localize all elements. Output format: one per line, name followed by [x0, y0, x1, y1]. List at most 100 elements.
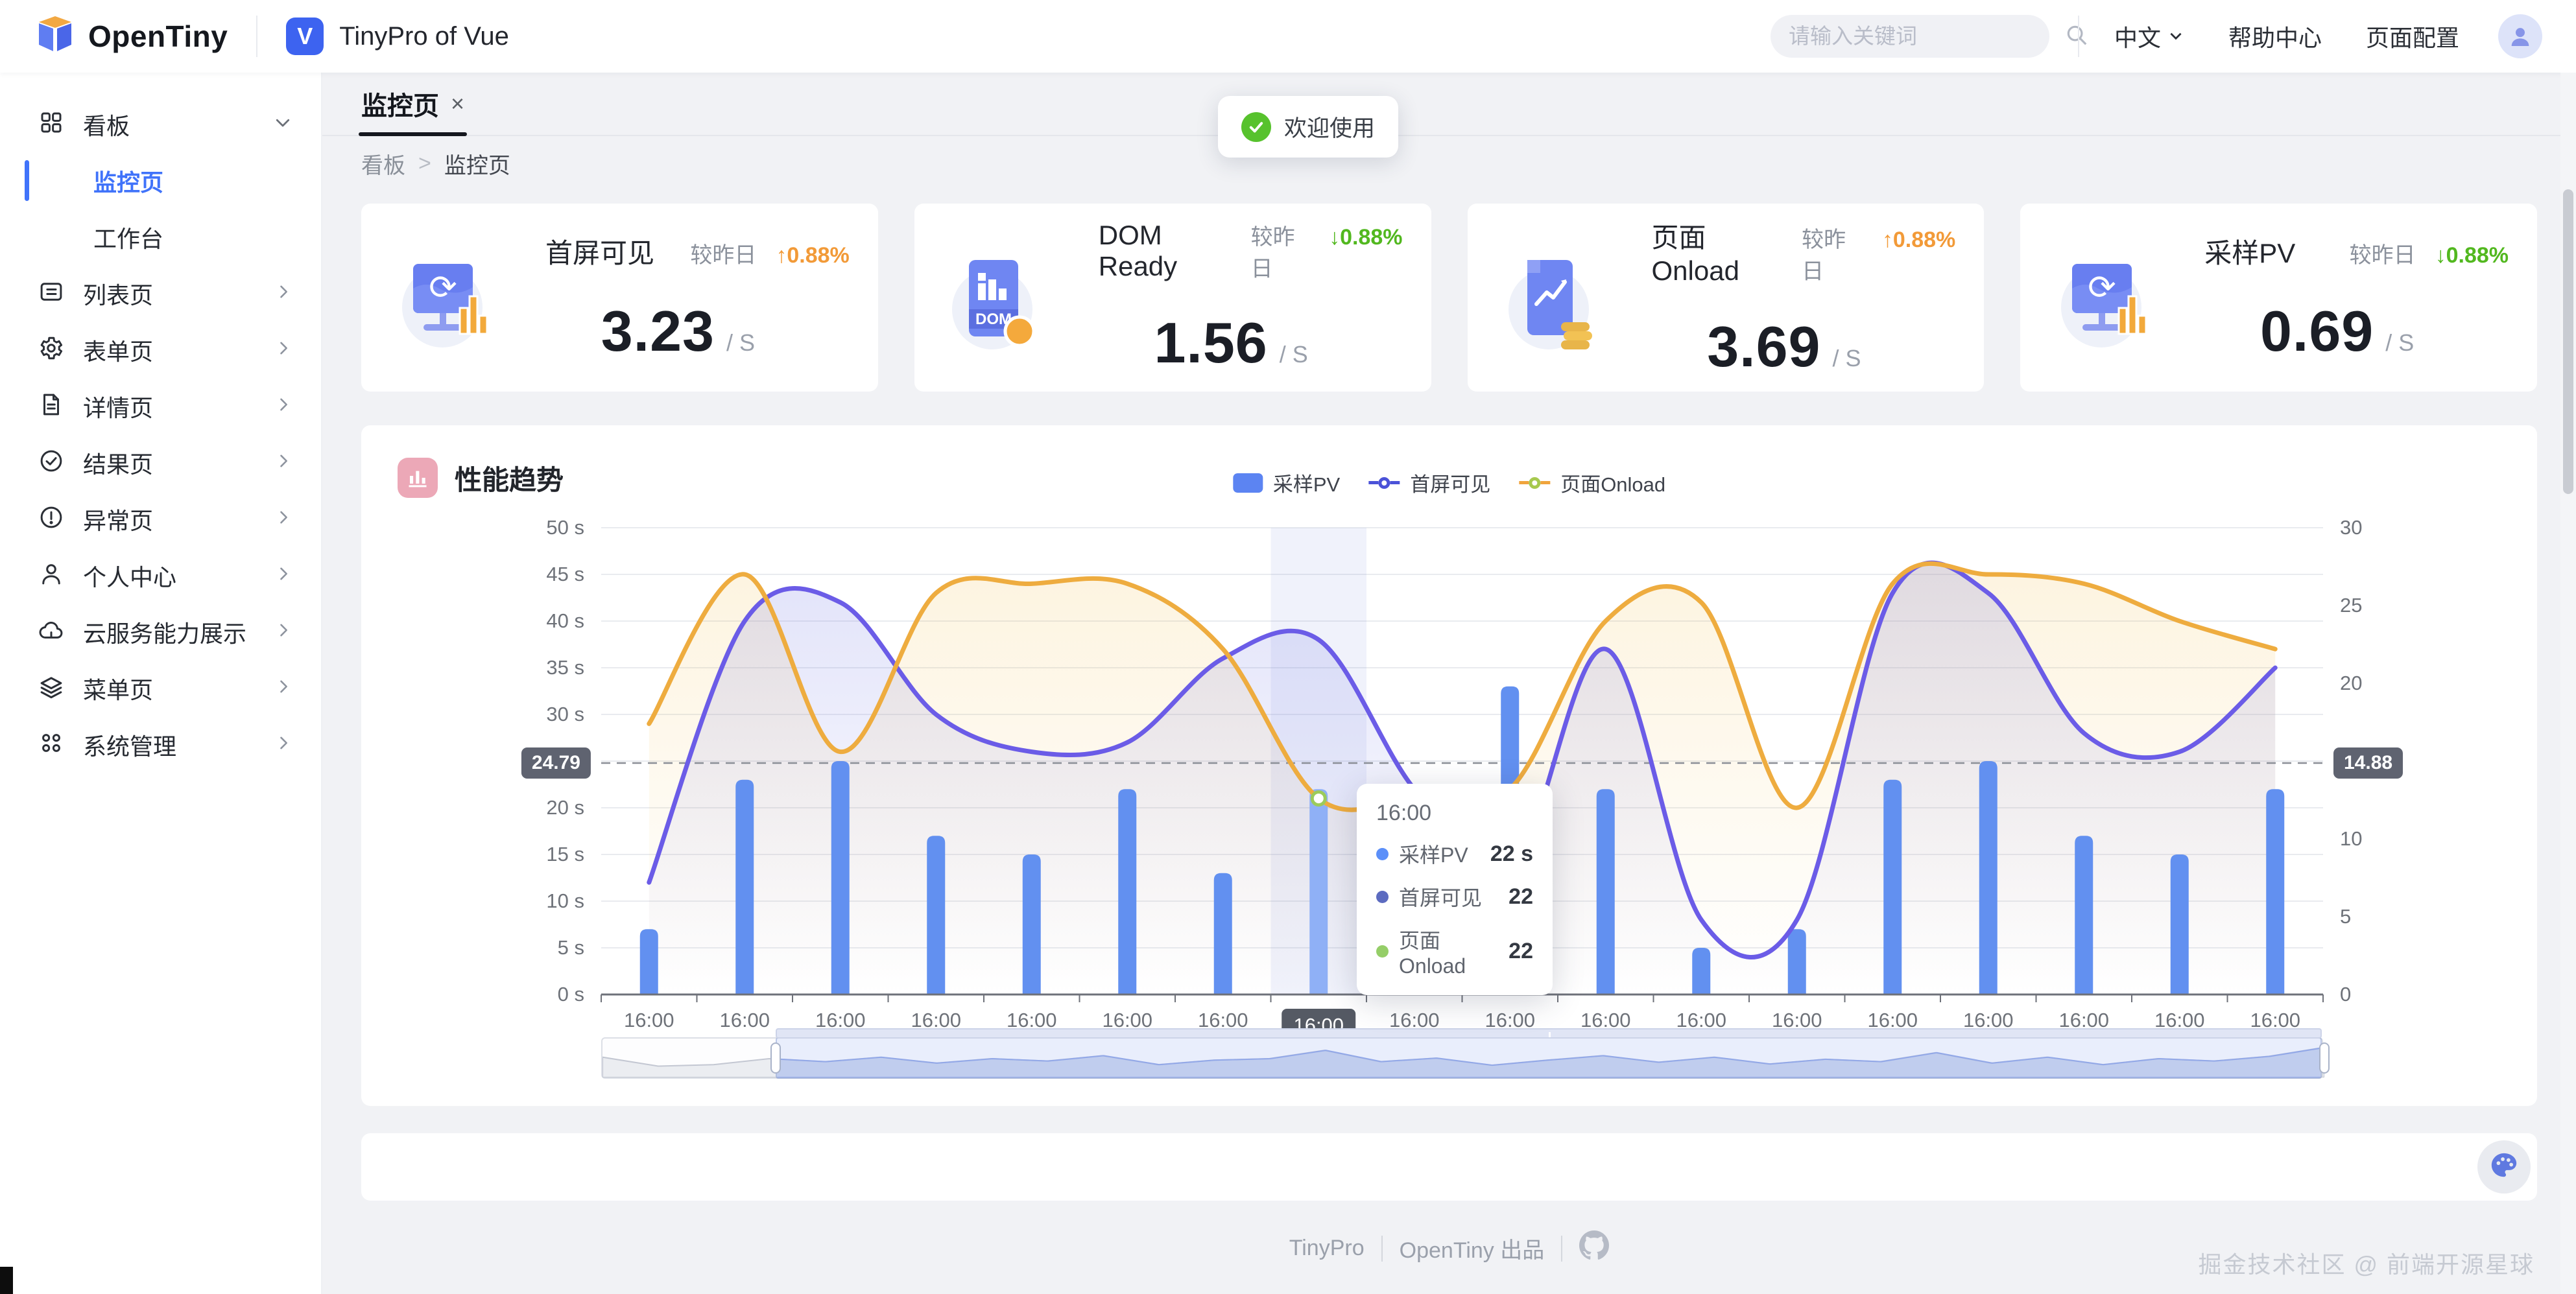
- legend-line-marker-icon: [1519, 476, 1551, 489]
- chevron-right-icon: [274, 734, 292, 755]
- doc-icon: [38, 391, 65, 421]
- breadcrumb-item[interactable]: 看板: [361, 153, 405, 178]
- left-axis-tick: 30 s: [546, 703, 584, 725]
- chevron-down-icon: [2167, 23, 2184, 50]
- left-axis-tick: 40 s: [546, 609, 584, 632]
- tinypro-logo-icon: V: [286, 18, 324, 55]
- tooltip-series-name: 页面Onload: [1399, 929, 1466, 978]
- toast-text: 欢迎使用: [1284, 116, 1376, 141]
- x-axis-label: 16:00: [623, 1009, 674, 1031]
- bar-sample-pv: [1596, 789, 1615, 994]
- page-illustration-icon: [1494, 229, 1604, 366]
- monitor-illustration-icon: ⟳: [387, 229, 497, 366]
- scrollbar-thumb[interactable]: [2563, 189, 2573, 494]
- bar-sample-pv: [1022, 854, 1041, 994]
- user-icon: [38, 560, 65, 591]
- x-axis-label: 16:00: [1962, 1009, 2014, 1031]
- search-box[interactable]: [1770, 15, 2087, 58]
- delta-down: ↓0.88%: [2435, 243, 2509, 268]
- chart-legend: 采样PV 首屏可见 页面Onload: [1232, 468, 1665, 497]
- datazoom-move-handle[interactable]: [776, 1028, 2322, 1039]
- footer: TinyPro OpenTiny 出品: [322, 1230, 2576, 1266]
- grid-dots-icon: [38, 729, 65, 760]
- sidebar-item-warning-circle[interactable]: 异常页: [0, 491, 321, 547]
- bar-sample-pv: [639, 929, 658, 994]
- warning-circle-icon: [38, 504, 65, 534]
- stat-card-3[interactable]: 页面Onload 较昨日 ↑0.88% 3.69 / S: [1467, 204, 1985, 392]
- tooltip-series-value: 22: [1509, 884, 1533, 909]
- language-switcher[interactable]: 中文: [2114, 19, 2184, 53]
- sidebar-item-label: 个人中心: [83, 563, 177, 591]
- sidebar-item-grid[interactable]: 看板: [0, 96, 321, 152]
- sidebar-subitem-item[interactable]: 工作台: [0, 209, 321, 265]
- footer-publisher: OpenTiny 出品: [1399, 1238, 1545, 1263]
- stat-card-2[interactable]: DOM DOM Ready 较昨日 ↓0.88% 1.56 / S: [914, 204, 1431, 392]
- series-dot-icon: [1376, 890, 1389, 903]
- stat-card-title: 页面Onload: [1651, 222, 1739, 286]
- sidebar-item-cloud[interactable]: 云服务能力展示: [0, 604, 321, 660]
- sidebar-item-list[interactable]: 列表页: [0, 265, 321, 322]
- stat-card-1[interactable]: ⟳ 首屏可见 较昨日 ↑0.88% 3.23 / S: [361, 204, 878, 392]
- gear-icon: [38, 335, 65, 365]
- legend-item-2[interactable]: 首屏可见: [1368, 468, 1490, 497]
- delta-up: ↑0.88%: [776, 243, 849, 268]
- datazoom-right-handle-icon[interactable]: [2319, 1042, 2330, 1074]
- stat-card-value: 3.69: [1707, 314, 1821, 379]
- chart-tooltip: 16:00 采样PV 22 s 首屏可见 22 页面Onload 22: [1357, 784, 1553, 995]
- sidebar-subitem-active[interactable]: 监控页: [0, 152, 321, 209]
- search-icon[interactable]: [2064, 23, 2089, 51]
- sidebar-item-grid-dots[interactable]: 系统管理: [0, 716, 321, 773]
- tab-close-icon[interactable]: ×: [451, 90, 465, 117]
- sidebar-item-user[interactable]: 个人中心: [0, 547, 321, 604]
- sidebar-item-label: 结果页: [83, 451, 154, 478]
- datazoom-selected-window[interactable]: [776, 1037, 2322, 1079]
- bar-sample-pv: [1883, 779, 1902, 994]
- footer-divider: [1381, 1235, 1383, 1262]
- watermark: 掘金技术社区 @ 前端开源星球: [2198, 1251, 2534, 1278]
- bar-sample-pv: [2075, 836, 2093, 994]
- bar-sample-pv: [1787, 929, 1806, 994]
- avatar[interactable]: [2498, 14, 2542, 58]
- sidebar-subitem-label: 工作台: [93, 225, 164, 252]
- stat-card-unit: / S: [1832, 344, 1861, 371]
- svg-text:⟳: ⟳: [2088, 268, 2116, 307]
- cloud-icon: [38, 617, 65, 647]
- stat-cards-row: ⟳ 首屏可见 较昨日 ↑0.88% 3.23/ S DOM DOM Ready 较昨日 ↓…: [361, 204, 2537, 392]
- product-name: TinyPro of Vue: [339, 21, 509, 51]
- brand-name: OpenTiny: [88, 19, 228, 53]
- sidebar-item-doc[interactable]: 详情页: [0, 378, 321, 434]
- right-axis-tick: 25: [2340, 594, 2363, 617]
- right-axis-tick: 30: [2340, 516, 2363, 539]
- bar-sample-pv: [1118, 789, 1137, 994]
- x-axis-label: 16:00: [1197, 1009, 1248, 1031]
- tooltip-row: 页面Onload 22: [1376, 924, 1533, 978]
- sidebar-item-layers[interactable]: 菜单页: [0, 660, 321, 716]
- legend-item-3[interactable]: 页面Onload: [1519, 468, 1665, 497]
- x-axis-label: 16:00: [1102, 1009, 1153, 1031]
- help-center-link[interactable]: 帮助中心: [2228, 25, 2322, 51]
- github-icon[interactable]: [1579, 1230, 1610, 1266]
- bar-sample-pv: [735, 779, 754, 994]
- tab-monitor[interactable]: 监控页 ×: [359, 73, 468, 136]
- datazoom-left-handle-icon[interactable]: [770, 1042, 781, 1074]
- page-config-link[interactable]: 页面配置: [2365, 25, 2459, 51]
- search-input[interactable]: [1788, 24, 2064, 49]
- secondary-panel: [361, 1133, 2537, 1201]
- legend-item-1[interactable]: 采样PV: [1232, 468, 1340, 497]
- bar-sample-pv: [927, 836, 946, 994]
- sidebar-item-check-circle[interactable]: 结果页: [0, 434, 321, 491]
- left-axis-tick: 15 s: [546, 843, 584, 865]
- stat-card-value: 1.56: [1154, 311, 1268, 375]
- sidebar-item-label: 异常页: [83, 507, 154, 534]
- dom-illustration-icon: DOM: [940, 229, 1051, 366]
- scrollbar-track[interactable]: [2560, 73, 2576, 1294]
- x-axis-label: 16:00: [1006, 1009, 1057, 1031]
- x-axis-label: 16:00: [1867, 1009, 1918, 1031]
- chart-plot-area[interactable]: 0 s5 s10 s15 s20 s25 s30 s35 s40 s45 s50…: [521, 516, 2403, 1079]
- sidebar-item-gear[interactable]: 表单页: [0, 322, 321, 378]
- chevron-right-icon: [274, 339, 292, 360]
- stat-card-4[interactable]: ⟳ 采样PV 较昨日 ↓0.88% 0.69 / S: [2020, 204, 2537, 392]
- list-icon: [38, 278, 65, 309]
- datazoom-slider[interactable]: [601, 1028, 2330, 1079]
- theme-settings-button[interactable]: [2477, 1140, 2531, 1194]
